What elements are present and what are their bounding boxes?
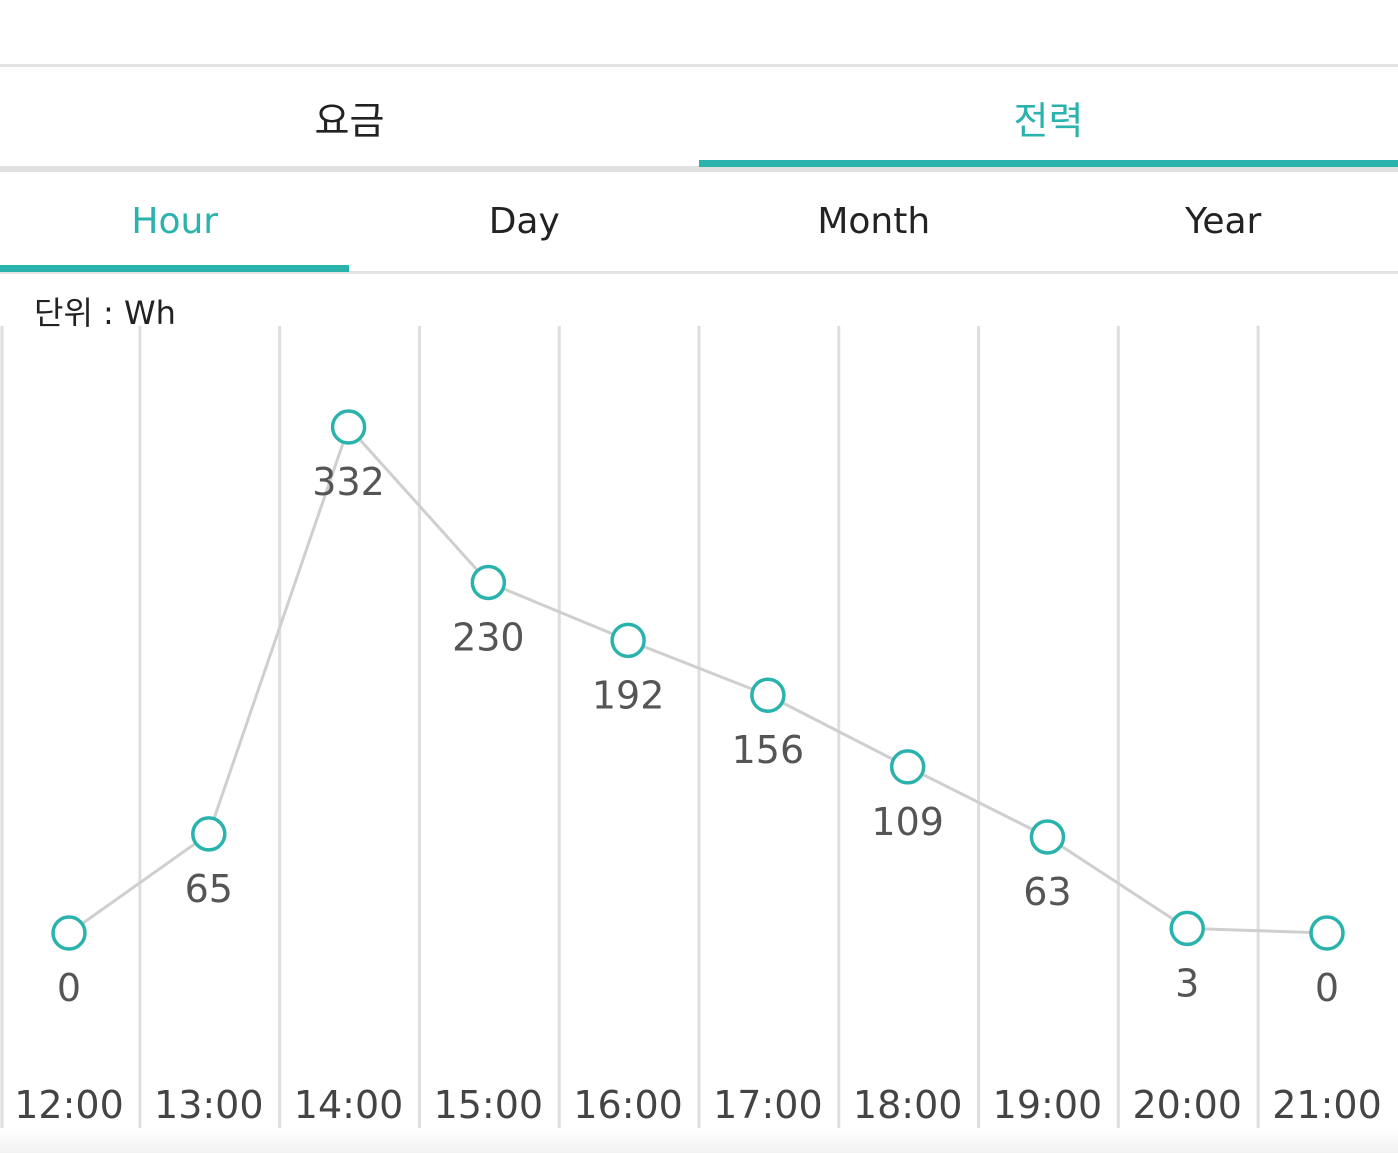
x-tick-label: 13:00 (154, 1083, 264, 1127)
period-tab-divider (0, 271, 1398, 274)
unit-label: 단위 : Wh (34, 294, 176, 332)
series-line-segment (68, 832, 210, 935)
series-line-segment (1046, 835, 1189, 930)
data-point (470, 564, 507, 601)
x-tick-label: 19:00 (993, 1083, 1103, 1127)
data-label: 65 (185, 867, 233, 911)
data-point (1309, 915, 1345, 951)
data-label: 63 (1023, 870, 1071, 914)
series-line-segment (347, 425, 490, 584)
series-line-segment (906, 765, 1049, 839)
period-tab-bar: Hour Day Month Year (0, 172, 1398, 271)
tab-hour[interactable]: Hour (131, 201, 219, 242)
bottom-shadow (0, 1128, 1398, 1153)
tab-power[interactable]: 전력 (1013, 98, 1084, 143)
data-point (330, 409, 367, 445)
data-point (191, 816, 227, 852)
x-tick-label: 14:00 (294, 1083, 404, 1127)
period-tab-active-indicator (0, 265, 349, 272)
data-label: 109 (871, 800, 944, 844)
data-label: 0 (1315, 966, 1339, 1010)
tab-year[interactable]: Year (1185, 201, 1262, 242)
series-line-segment (1187, 926, 1328, 935)
x-tick-label: 21:00 (1272, 1083, 1382, 1127)
x-tick-label: 15:00 (434, 1083, 544, 1127)
x-tick-label: 16:00 (573, 1083, 683, 1127)
header-blank (0, 0, 1398, 66)
x-tick-label: 18:00 (853, 1083, 963, 1127)
tab-fee[interactable]: 요금 (314, 98, 385, 143)
data-label: 3 (1175, 961, 1199, 1005)
series-line-segment (627, 638, 769, 697)
x-tick-label: 20:00 (1132, 1083, 1242, 1127)
data-label: 192 (592, 673, 665, 717)
x-tick-label: 17:00 (713, 1083, 823, 1127)
tab-month[interactable]: Month (817, 201, 931, 242)
data-point (610, 622, 646, 659)
series-line-segment (207, 426, 350, 835)
tab-day[interactable]: Day (488, 201, 560, 242)
series-line-segment (487, 581, 629, 642)
main-tab-active-indicator (699, 160, 1398, 167)
data-point (51, 915, 87, 951)
data-point (1169, 910, 1205, 947)
data-point (750, 677, 786, 713)
main-tab-bar: 요금 전력 (0, 67, 1398, 167)
x-tick-label: 12:00 (14, 1083, 124, 1127)
main-tab-divider (0, 166, 1398, 172)
header-divider (0, 64, 1398, 67)
series-line-segment (767, 693, 909, 769)
data-label: 0 (57, 966, 81, 1010)
data-label: 230 (452, 615, 525, 659)
data-label: 332 (312, 460, 385, 504)
data-point (889, 749, 926, 785)
data-point (1029, 819, 1066, 855)
data-label: 156 (732, 728, 805, 772)
